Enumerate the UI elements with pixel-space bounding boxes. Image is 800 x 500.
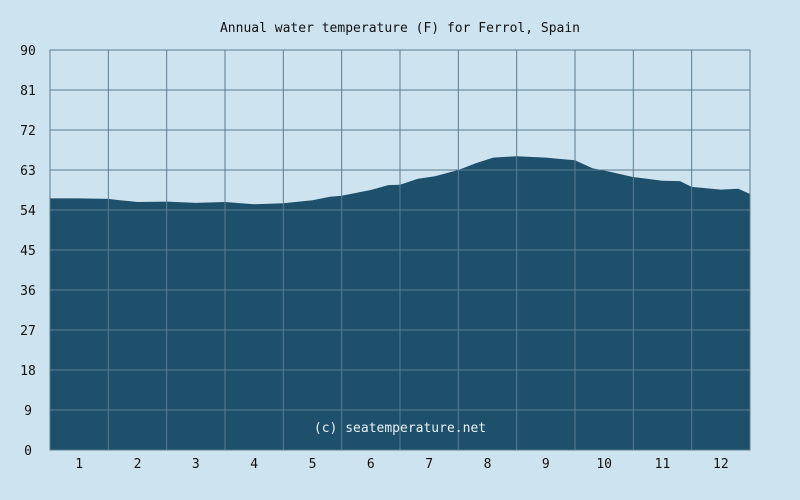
y-tick-label: 90 <box>20 44 36 59</box>
y-tick-label: 81 <box>20 84 36 99</box>
plot-border <box>49 49 751 451</box>
chart-title: Annual water temperature (F) for Ferrol,… <box>220 21 580 36</box>
x-tick-label: 11 <box>655 457 671 472</box>
x-tick-label: 3 <box>192 457 200 472</box>
x-tick-label: 6 <box>367 457 375 472</box>
y-tick-label: 63 <box>20 164 36 179</box>
x-tick-label: 2 <box>134 457 142 472</box>
y-tick-label: 0 <box>24 444 32 459</box>
x-tick-label: 1 <box>75 457 83 472</box>
y-tick-label: 54 <box>20 204 36 219</box>
y-tick-label: 27 <box>20 324 36 339</box>
x-tick-label: 12 <box>713 457 729 472</box>
y-tick-label: 45 <box>20 244 36 259</box>
watermark: (c) seatemperature.net <box>314 421 486 436</box>
y-tick-label: 18 <box>20 364 36 379</box>
y-tick-label: 36 <box>20 284 36 299</box>
x-tick-label: 5 <box>309 457 317 472</box>
x-tick-label: 4 <box>250 457 258 472</box>
y-tick-label: 9 <box>24 404 32 419</box>
x-tick-label: 8 <box>484 457 492 472</box>
y-tick-label: 72 <box>20 124 36 139</box>
x-tick-label: 7 <box>425 457 433 472</box>
x-tick-label: 9 <box>542 457 550 472</box>
x-tick-label: 10 <box>596 457 612 472</box>
